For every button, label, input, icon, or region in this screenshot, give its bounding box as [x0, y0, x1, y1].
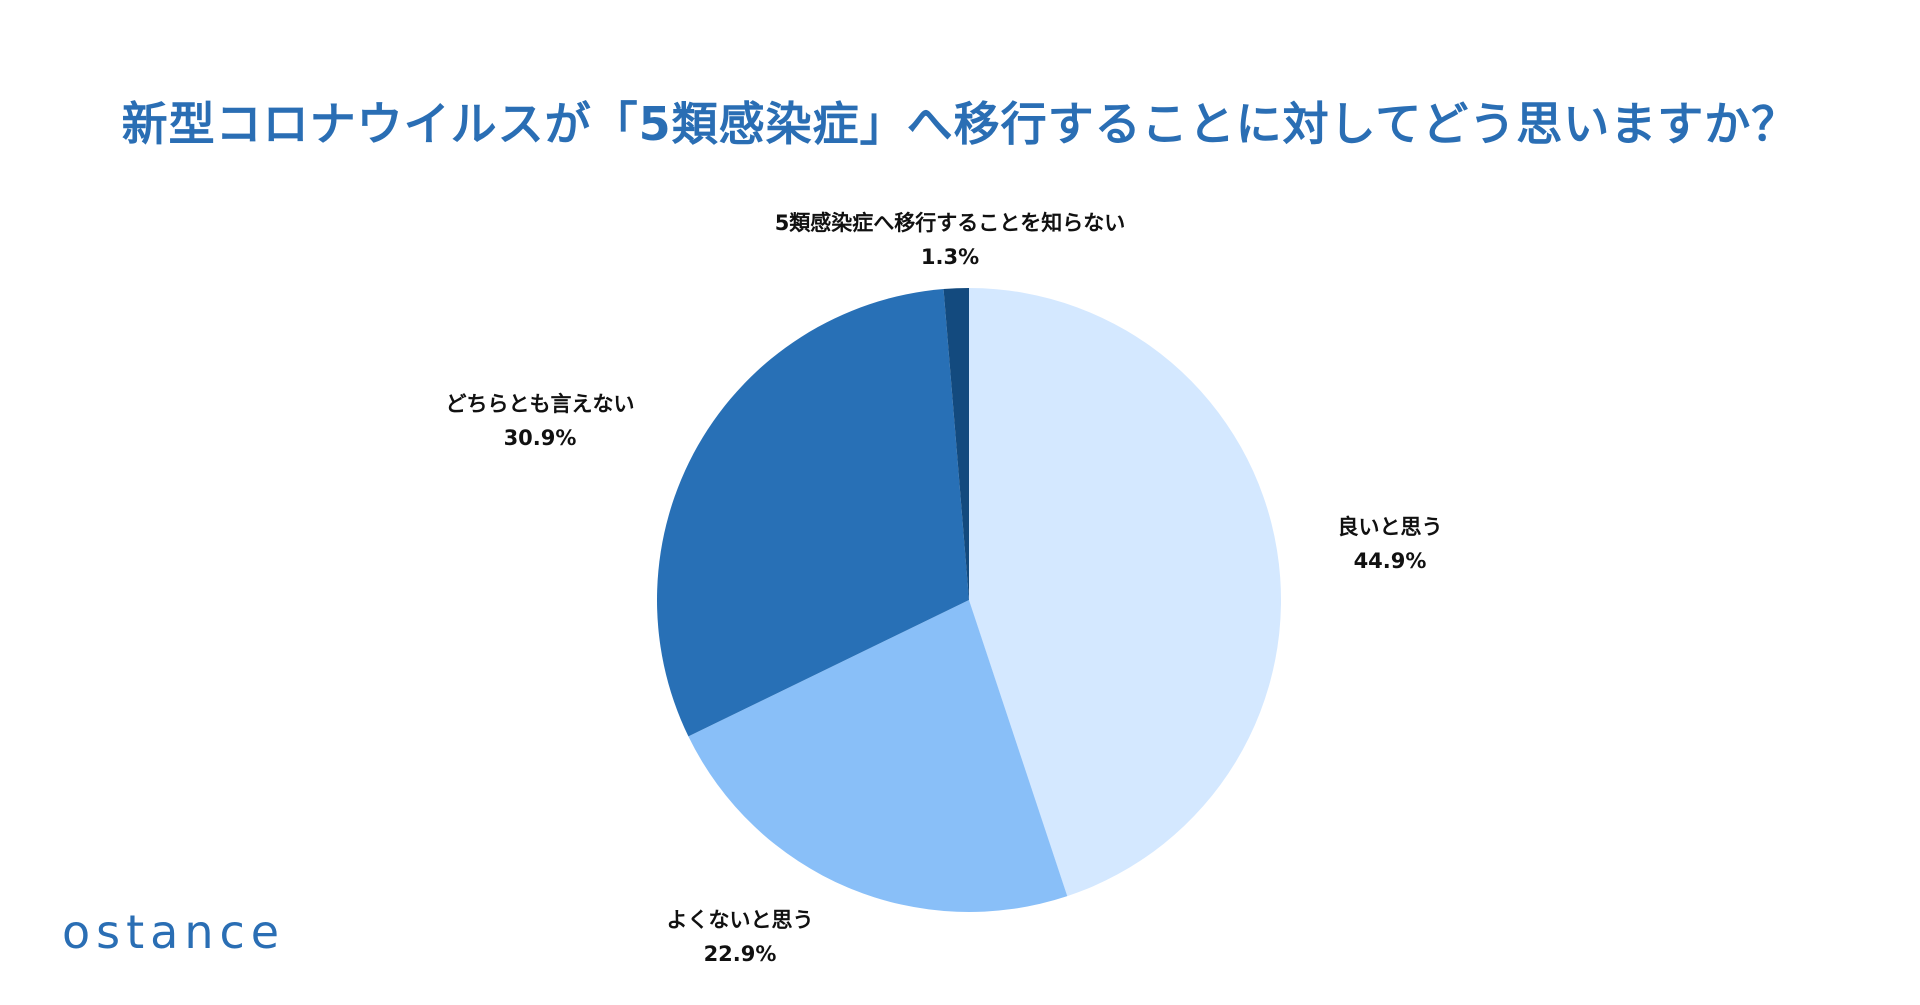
pie-slice-neutral: [657, 289, 969, 737]
slice-label-good-value: 44.9%: [1353, 549, 1427, 573]
slice-label-not-good-name: よくないと思う: [666, 908, 814, 932]
slice-label-good-name: 良いと思う: [1337, 515, 1443, 539]
slice-label-neutral: どちらとも言えない 30.9%: [400, 387, 680, 455]
chart-title: 新型コロナウイルスが「5類感染症」へ移行することに対してどう思いますか？: [121, 97, 1799, 151]
pie-slice-good: [969, 287, 1282, 897]
ostance-logo: ostance: [62, 905, 286, 959]
slice-label-unaware: 5類感染症へ移行することを知らない 1.3%: [700, 206, 1200, 274]
slice-label-unaware-name: 5類感染症へ移行することを知らない: [774, 211, 1126, 235]
slice-label-good: 良いと思う 44.9%: [1280, 510, 1500, 578]
pie-slice-unaware: [943, 288, 969, 600]
slice-label-neutral-name: どちらとも言えない: [445, 392, 635, 416]
slice-label-not-good-value: 22.9%: [703, 942, 777, 966]
slice-label-not-good: よくないと思う 22.9%: [610, 903, 870, 971]
pie-slice-not-good: [688, 600, 1068, 913]
slice-label-unaware-value: 1.3%: [920, 245, 980, 269]
slice-label-neutral-value: 30.9%: [503, 426, 577, 450]
